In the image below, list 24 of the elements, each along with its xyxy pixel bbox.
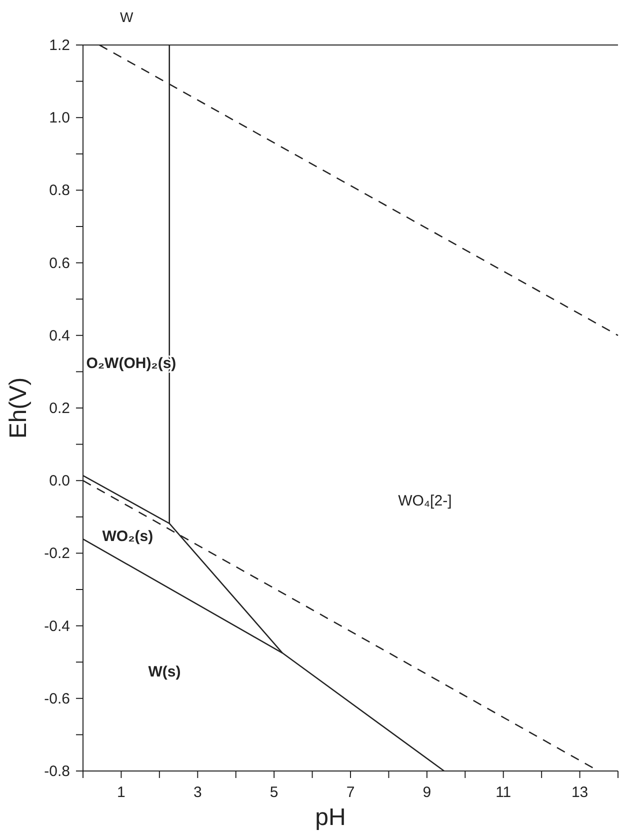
x-tick-label: 3 (193, 784, 202, 801)
annotation: WO₂(s) (102, 528, 154, 545)
y-tick-label: 0.4 (49, 327, 70, 344)
y-tick-label: 0.8 (49, 182, 70, 200)
x-tick-label: 9 (422, 784, 432, 801)
x-tick-label: 5 (270, 784, 278, 801)
x-tick-label: 11 (496, 784, 512, 801)
x-tick-label: 7 (346, 784, 355, 801)
y-axis-title: Eh(V) (5, 377, 32, 439)
x-tick-label: 1 (117, 784, 126, 801)
y-tick-label: 0.0 (49, 472, 70, 490)
y-tick-label: 1.0 (49, 110, 70, 127)
y-tick-label: -0.8 (44, 763, 70, 780)
x-tick-label: 13 (571, 784, 588, 801)
chart-title: W (120, 9, 134, 25)
x-axis-title: pH (315, 804, 346, 831)
annotation: W(s) (148, 664, 181, 681)
y-tick-label: 0.2 (49, 400, 70, 417)
annotation: WO₄[2-] (398, 492, 452, 510)
y-tick-label: -0.6 (44, 690, 70, 708)
y-tick-label: 1.2 (49, 37, 70, 54)
y-tick-label: -0.2 (44, 545, 70, 562)
y-tick-label: -0.4 (44, 618, 70, 635)
y-tick-label: 0.6 (49, 254, 70, 272)
